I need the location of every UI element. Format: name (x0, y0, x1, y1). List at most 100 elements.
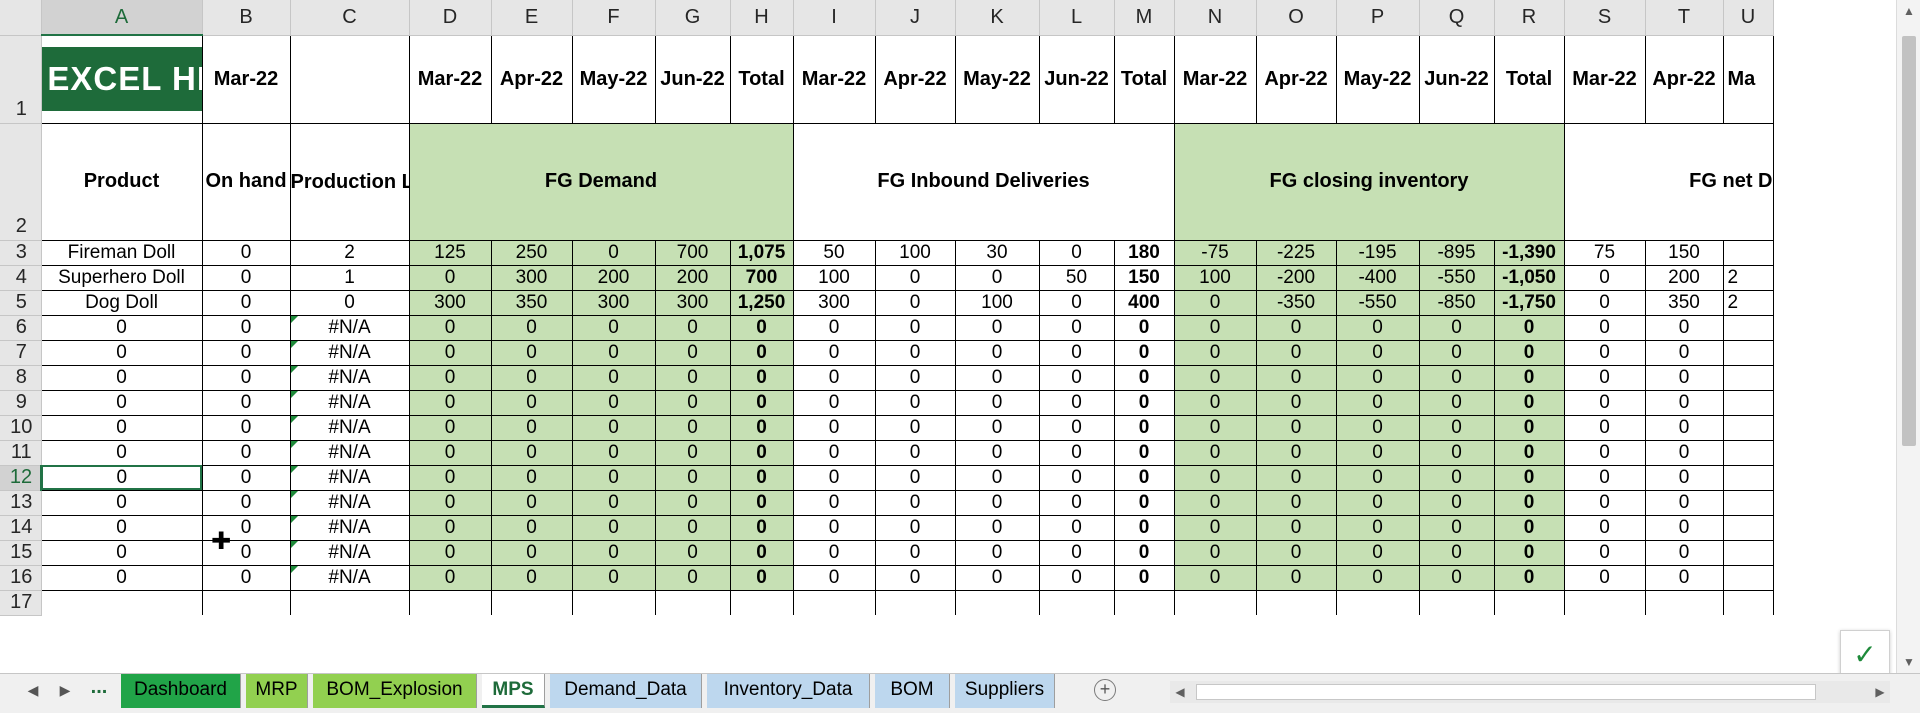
cell-K9[interactable]: 0 (954, 389, 1040, 416)
cell-G3[interactable]: 700 (654, 239, 731, 266)
cell-B2[interactable]: On hand (201, 122, 291, 241)
cell-L15[interactable]: 0 (1038, 539, 1115, 566)
cell-M9[interactable]: 0 (1113, 389, 1175, 416)
cell-S13[interactable]: 0 (1563, 489, 1646, 516)
cell-P5[interactable]: -550 (1335, 289, 1420, 316)
cell-Q7[interactable]: 0 (1418, 339, 1495, 366)
cell-P9[interactable]: 0 (1335, 389, 1420, 416)
cell-U5[interactable]: 2 (1722, 289, 1774, 316)
cell-T5[interactable]: 350 (1644, 289, 1724, 316)
cell-E5[interactable]: 350 (490, 289, 573, 316)
column-header-u[interactable]: U (1723, 0, 1774, 36)
cell-K10[interactable]: 0 (954, 414, 1040, 441)
cell-R17[interactable] (1493, 589, 1565, 615)
column-header-g[interactable]: G (655, 0, 731, 36)
cell-H13[interactable]: 0 (729, 489, 794, 516)
column-header-i[interactable]: I (793, 0, 876, 36)
cell-U4[interactable]: 2 (1722, 264, 1774, 291)
cell-B17[interactable] (201, 589, 291, 615)
cell-O1[interactable]: Apr-22 (1255, 34, 1337, 124)
row-header-13[interactable]: 13 (0, 490, 42, 516)
cell-D1[interactable]: Mar-22 (408, 34, 492, 124)
cell-F4[interactable]: 200 (571, 264, 656, 291)
section-fg-closing-inventory[interactable]: FG closing inventory (1173, 122, 1565, 241)
cell-B5[interactable]: 0 (201, 289, 291, 316)
cell-O5[interactable]: -350 (1255, 289, 1337, 316)
cell-D12[interactable]: 0 (408, 464, 492, 491)
cell-D17[interactable] (408, 589, 492, 615)
cell-D16[interactable]: 0 (408, 564, 492, 591)
cell-P11[interactable]: 0 (1335, 439, 1420, 466)
cell-H7[interactable]: 0 (729, 339, 794, 366)
cell-S15[interactable]: 0 (1563, 539, 1646, 566)
cell-C8[interactable]: #N/A (289, 364, 410, 391)
cell-T14[interactable]: 0 (1644, 514, 1724, 541)
cell-P14[interactable]: 0 (1335, 514, 1420, 541)
cell-B10[interactable]: 0 (201, 414, 291, 441)
cell-S5[interactable]: 0 (1563, 289, 1646, 316)
cell-C6[interactable]: #N/A (289, 314, 410, 341)
cell-F11[interactable]: 0 (571, 439, 656, 466)
tab-demand-data[interactable]: Demand_Data (550, 674, 702, 708)
logo-cell[interactable]: EXCEL HIGHWAY (40, 34, 203, 124)
cell-G17[interactable] (654, 589, 731, 615)
cell-G4[interactable]: 200 (654, 264, 731, 291)
cell-R7[interactable]: 0 (1493, 339, 1565, 366)
cell-K8[interactable]: 0 (954, 364, 1040, 391)
cell-L16[interactable]: 0 (1038, 564, 1115, 591)
cell-N11[interactable]: 0 (1173, 439, 1257, 466)
cell-M1[interactable]: Total (1113, 34, 1175, 124)
row-header-7[interactable]: 7 (0, 340, 42, 366)
cell-K6[interactable]: 0 (954, 314, 1040, 341)
cell-U8[interactable] (1722, 364, 1774, 391)
cell-D3[interactable]: 125 (408, 239, 492, 266)
select-all-corner[interactable] (0, 0, 42, 36)
cell-O13[interactable]: 0 (1255, 489, 1337, 516)
cell-F15[interactable]: 0 (571, 539, 656, 566)
cell-P16[interactable]: 0 (1335, 564, 1420, 591)
cell-A17[interactable] (40, 589, 203, 615)
cell-I17[interactable] (792, 589, 876, 615)
cell-D9[interactable]: 0 (408, 389, 492, 416)
cell-P17[interactable] (1335, 589, 1420, 615)
cell-F1[interactable]: May-22 (571, 34, 656, 124)
cell-U6[interactable] (1722, 314, 1774, 341)
cell-I15[interactable]: 0 (792, 539, 876, 566)
cell-T10[interactable]: 0 (1644, 414, 1724, 441)
tab-bom-explosion[interactable]: BOM_Explosion (313, 674, 477, 708)
row-header-9[interactable]: 9 (0, 390, 42, 416)
cell-T13[interactable]: 0 (1644, 489, 1724, 516)
vertical-scrollbar[interactable]: ▲ ▼ (1896, 0, 1920, 673)
cell-L6[interactable]: 0 (1038, 314, 1115, 341)
cell-N17[interactable] (1173, 589, 1257, 615)
cell-K3[interactable]: 30 (954, 239, 1040, 266)
cell-G5[interactable]: 300 (654, 289, 731, 316)
row-header-6[interactable]: 6 (0, 315, 42, 341)
cell-B7[interactable]: 0 (201, 339, 291, 366)
cell-G13[interactable]: 0 (654, 489, 731, 516)
cell-S12[interactable]: 0 (1563, 464, 1646, 491)
tab-dashboard[interactable]: Dashboard (121, 674, 241, 708)
cell-R11[interactable]: 0 (1493, 439, 1565, 466)
cell-M13[interactable]: 0 (1113, 489, 1175, 516)
cell-N14[interactable]: 0 (1173, 514, 1257, 541)
cell-A14[interactable]: 0 (40, 514, 203, 541)
cell-A3[interactable]: Fireman Doll (40, 239, 203, 266)
column-header-e[interactable]: E (491, 0, 573, 36)
plus-circle-icon[interactable]: + (1094, 679, 1116, 701)
cell-B15[interactable]: 0 (201, 539, 291, 566)
cell-T9[interactable]: 0 (1644, 389, 1724, 416)
cell-J11[interactable]: 0 (874, 439, 956, 466)
cell-T17[interactable] (1644, 589, 1724, 615)
cell-P12[interactable]: 0 (1335, 464, 1420, 491)
cell-Q16[interactable]: 0 (1418, 564, 1495, 591)
cell-K1[interactable]: May-22 (954, 34, 1040, 124)
cell-Q6[interactable]: 0 (1418, 314, 1495, 341)
cell-M11[interactable]: 0 (1113, 439, 1175, 466)
cell-G7[interactable]: 0 (654, 339, 731, 366)
cell-G9[interactable]: 0 (654, 389, 731, 416)
row-header-11[interactable]: 11 (0, 440, 42, 466)
section-fg-net-demand[interactable]: FG net D (1563, 122, 1774, 241)
cell-I1[interactable]: Mar-22 (792, 34, 876, 124)
cell-R13[interactable]: 0 (1493, 489, 1565, 516)
